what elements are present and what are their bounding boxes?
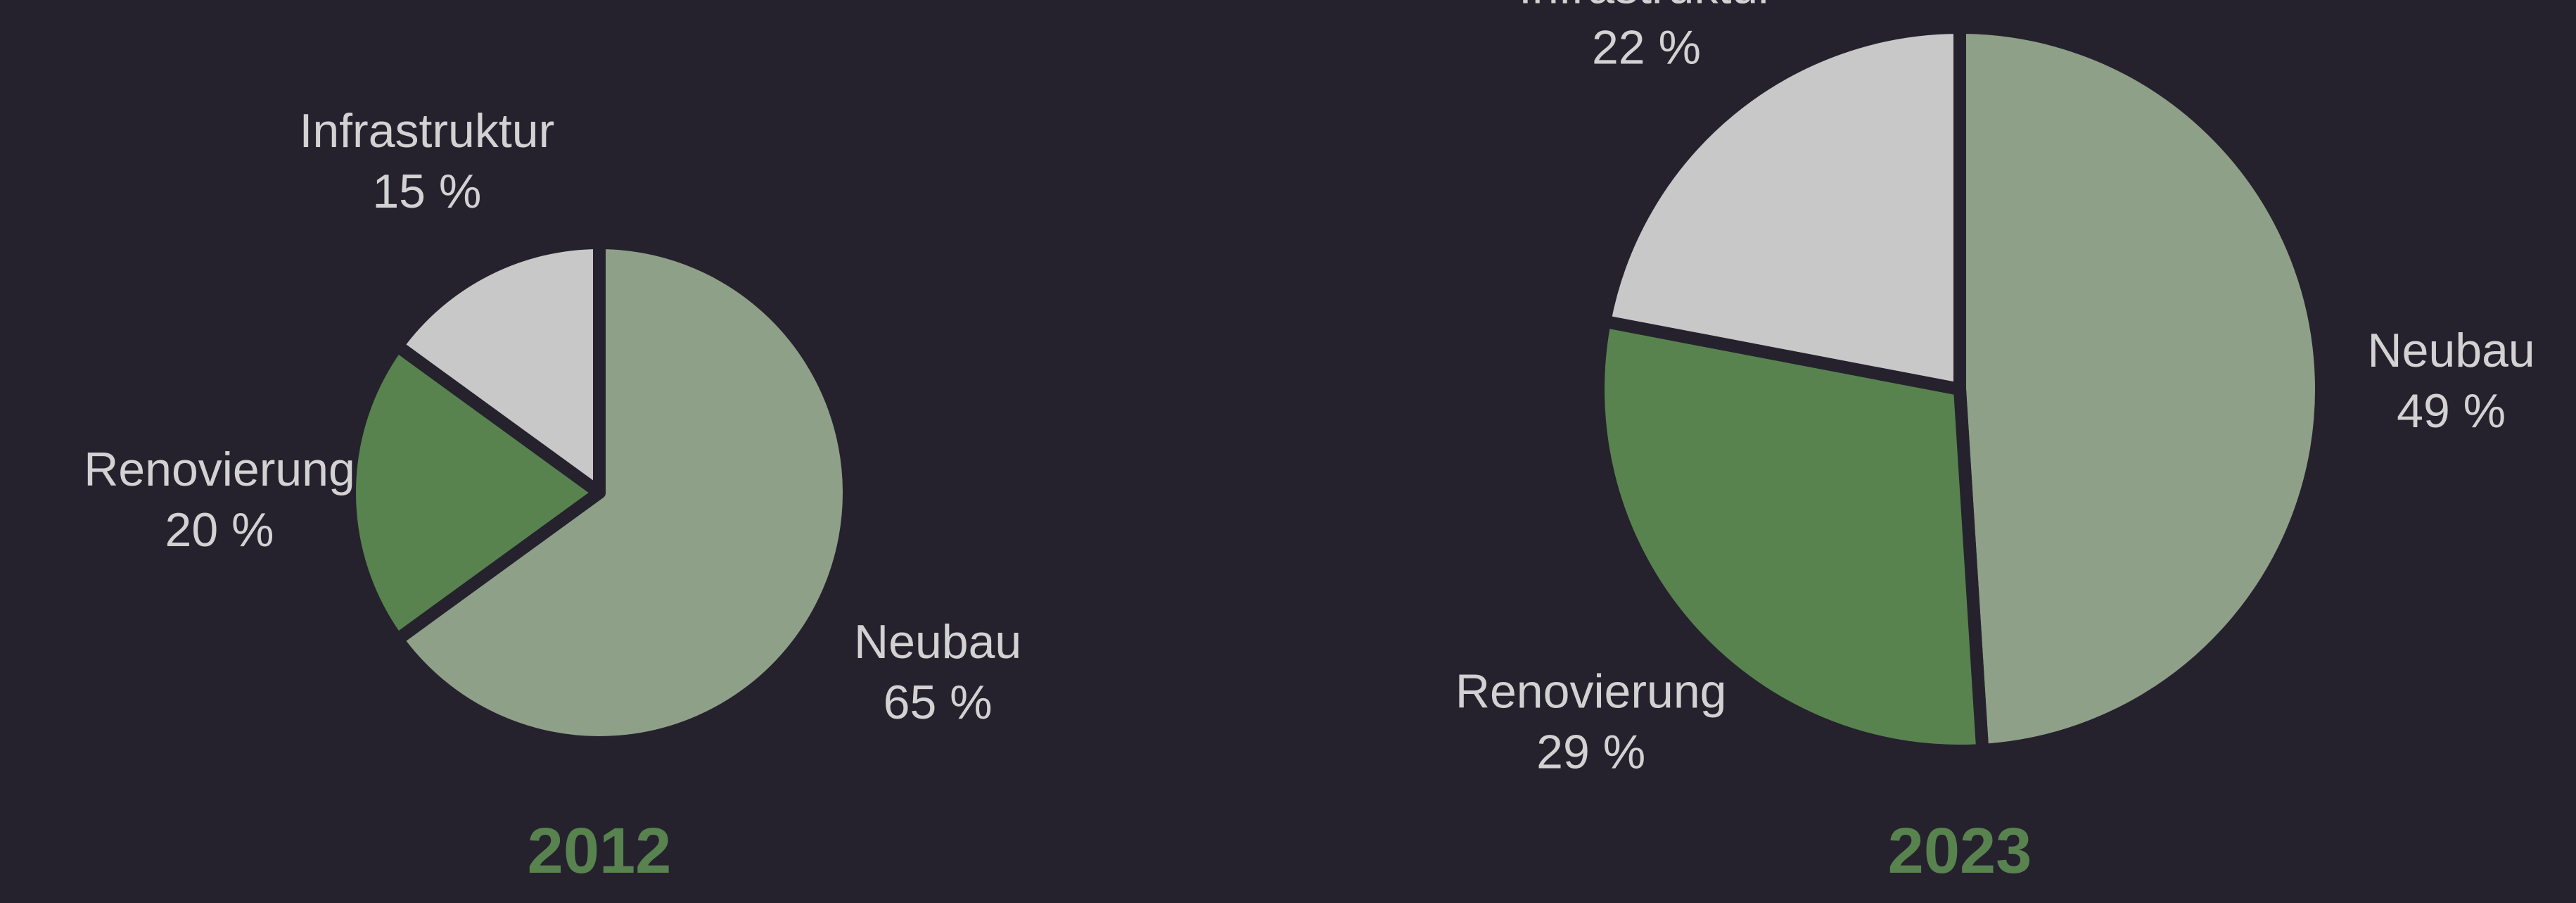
- slice-value: 20 %: [165, 503, 274, 557]
- slice-value: 29 %: [1536, 725, 1645, 778]
- pie-slice: [1592, 315, 1989, 757]
- slice-name: Neubau: [854, 615, 1021, 669]
- slice-name: Infrastruktur: [1519, 0, 1774, 13]
- slice-value: 49 %: [2397, 384, 2506, 438]
- pie-slice: [1598, 21, 1966, 396]
- pie-slice: [1953, 21, 2328, 757]
- chart-title: 2012: [528, 815, 672, 887]
- slice-name: Renovierung: [1455, 664, 1727, 718]
- pie-slice: [343, 339, 606, 646]
- pie-slice: [390, 236, 855, 749]
- slice-value: 15 %: [372, 165, 481, 218]
- slice-name: Neubau: [2368, 324, 2535, 377]
- slice-name: Infrastruktur: [299, 104, 554, 158]
- slice-value: 65 %: [884, 676, 993, 729]
- slice-name: Renovierung: [84, 443, 355, 496]
- slice-value: 22 %: [1592, 20, 1701, 74]
- chart-title: 2023: [1888, 815, 2032, 887]
- pie-slice: [390, 236, 606, 499]
